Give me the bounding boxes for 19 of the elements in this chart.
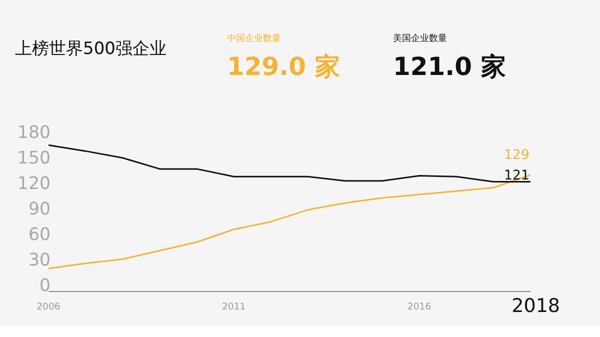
y-tick-label: 0 [39, 276, 51, 296]
text: 美国企业数量 [393, 33, 447, 46]
text: 129.0 家 [227, 51, 340, 83]
line-series [48, 144, 530, 182]
y-tick-label: 90 [28, 200, 51, 220]
text: 2018 [512, 294, 560, 319]
x-tick-label: 2006 [36, 302, 60, 312]
text: 中国企业数量 [227, 33, 281, 46]
x-tick-label: 2016 [407, 302, 432, 312]
x-tick-label: 2011 [222, 302, 246, 312]
y-tick-label: 150 [17, 148, 51, 169]
y-tick-label: 120 [17, 174, 51, 194]
data-label: 121 [504, 168, 530, 184]
title: 上榜世界500强企业 [15, 38, 166, 61]
data-label: 129 [504, 148, 530, 163]
text: 121.0 家 [393, 51, 506, 83]
y-tick-label: 30 [28, 250, 51, 271]
y-tick-label: 60 [28, 225, 51, 246]
y-tick-label: 180 [17, 123, 51, 143]
